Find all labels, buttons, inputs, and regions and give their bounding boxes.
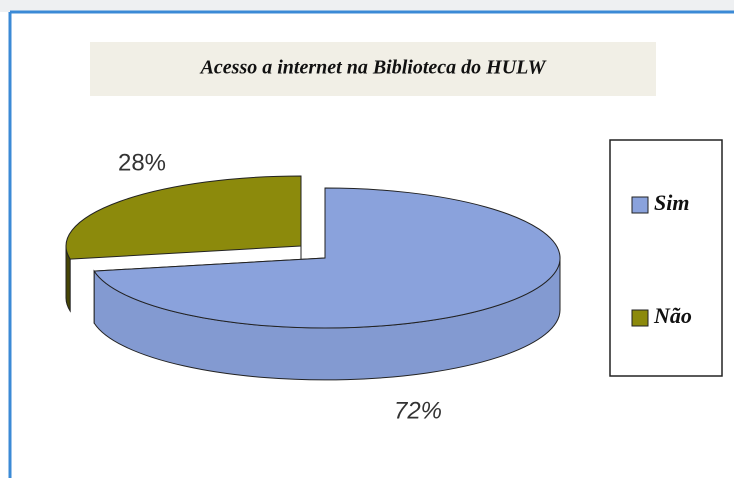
legend-swatch [631, 309, 649, 327]
title-box [90, 42, 656, 96]
value-label: 28% [118, 149, 166, 176]
top-strip [0, 0, 734, 12]
slice-top [93, 187, 561, 329]
chart-title: Acesso a internet na Biblioteca do HULW [199, 57, 547, 79]
value-label: 72% [394, 397, 442, 424]
legend-swatch [631, 196, 649, 214]
legend-label: Não [653, 303, 692, 328]
legend-box [609, 139, 723, 377]
legend-label: Sim [654, 190, 689, 215]
slice-top [65, 175, 302, 260]
